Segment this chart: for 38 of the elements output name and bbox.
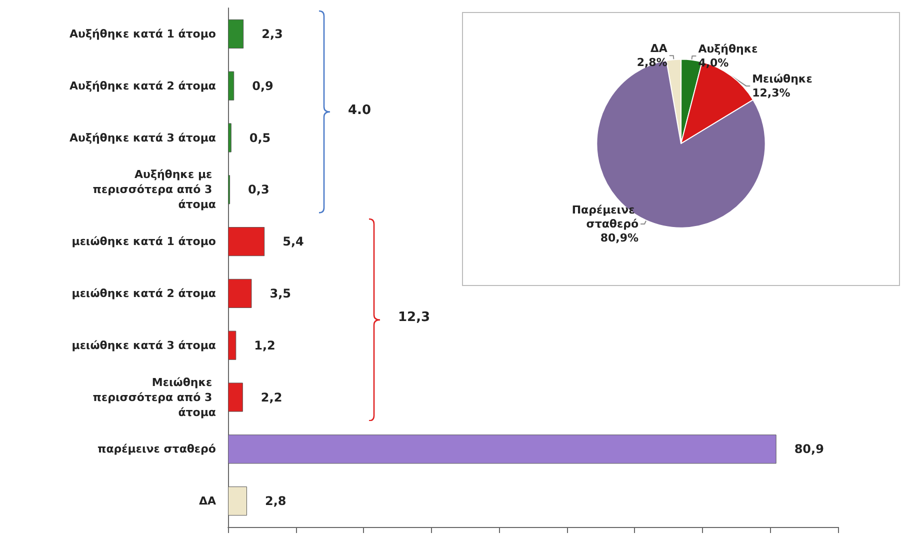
bar	[228, 486, 247, 516]
bar	[228, 278, 252, 308]
data-label: 1,2	[254, 338, 276, 352]
y-tick-label: Αυξήθηκε κατά 1 άτομο	[70, 27, 216, 40]
y-tick-label: μειώθηκε κατά 3 άτομα	[72, 338, 216, 352]
bar	[228, 123, 232, 152]
y-tick-label: Αυξήθηκε με περισσότερα από 3 άτομα	[92, 168, 216, 212]
data-label: 0,3	[248, 182, 270, 197]
data-label: 0,9	[252, 78, 274, 93]
bar	[228, 330, 236, 360]
data-label: 80,9%	[600, 232, 639, 245]
data-label: 2,8	[264, 494, 286, 508]
data-label: 2,3	[262, 26, 283, 41]
annotation: 12,3	[398, 310, 430, 326]
data-label: 80,9	[794, 442, 824, 456]
y-tick-label: ΔΑ	[198, 494, 216, 508]
data-label: 2,2	[260, 390, 282, 404]
bar	[228, 19, 244, 48]
bar	[228, 71, 234, 100]
y-tick-label: μειώθηκε κατά 2 άτομα	[72, 286, 216, 300]
data-label: 0,5	[249, 130, 271, 145]
data-label: 3,5	[270, 286, 291, 300]
y-tick-label: Αυξήθηκε κατά 3 άτομα	[70, 131, 216, 144]
bar	[228, 382, 243, 412]
annotation: 4.0	[348, 102, 372, 118]
bar	[228, 227, 265, 256]
y-tick-label: παρέμεινε σταθερό	[98, 442, 216, 456]
y-tick-label: Αυξήθηκε κατά 2 άτομα	[70, 79, 216, 92]
data-label: 2,8%	[636, 56, 668, 70]
slice-label: ΔΑ	[650, 42, 668, 56]
data-label: 4,0%	[698, 56, 729, 70]
y-tick-label: μειώθηκε κατά 1 άτομο	[72, 235, 216, 248]
slice-label: Μειώθηκε	[752, 72, 812, 86]
data-label: 5,4	[282, 234, 304, 249]
slice-label: Αυξήθηκε	[698, 42, 758, 56]
bar	[228, 434, 776, 464]
data-label: 12,3%	[752, 86, 790, 100]
y-tick-label: Μειώθηκε περισσότερα από 3 άτομα	[92, 376, 216, 419]
